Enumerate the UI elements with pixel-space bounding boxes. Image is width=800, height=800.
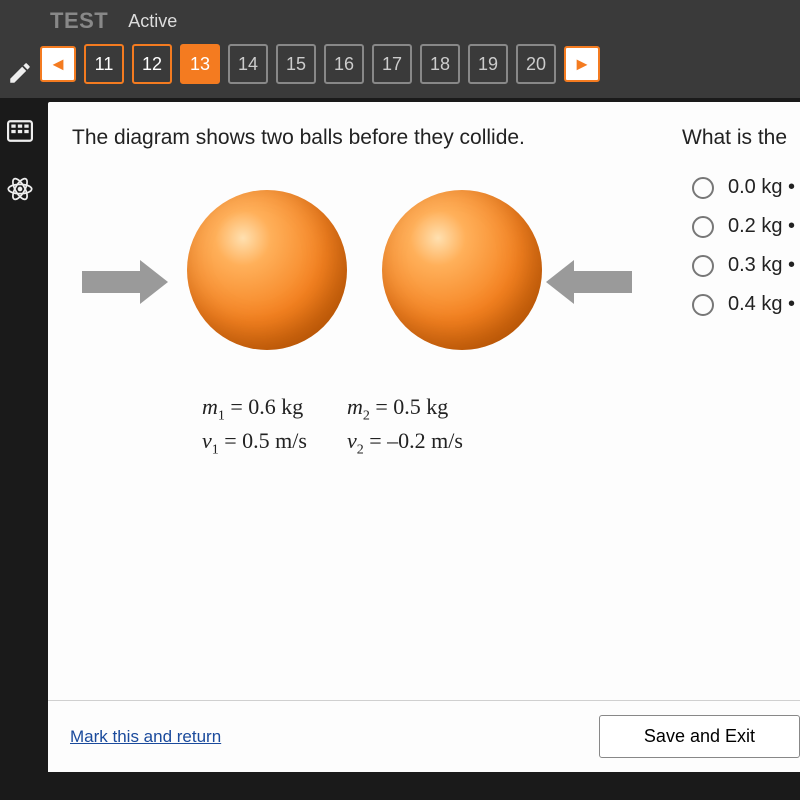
option-3[interactable]: 0.4 kg • m xyxy=(692,293,800,316)
option-0[interactable]: 0.0 kg • xyxy=(692,176,800,199)
prompt-right: What is the xyxy=(682,126,800,150)
header-bar: TEST Active xyxy=(0,0,800,38)
question-number-11[interactable]: 11 xyxy=(84,44,124,84)
radio-icon xyxy=(692,177,714,199)
status-label: Active xyxy=(128,11,177,32)
question-number-17[interactable]: 17 xyxy=(372,44,412,84)
arrow-right-icon xyxy=(82,260,168,304)
question-number-15[interactable]: 15 xyxy=(276,44,316,84)
next-icon: ► xyxy=(573,54,591,75)
question-number-13[interactable]: 13 xyxy=(180,44,220,84)
arrow-left-icon xyxy=(546,260,632,304)
question-nav: ◄ 11121314151617181920 ► xyxy=(0,38,800,98)
equations: m1 = 0.6 kg v1 = 0.5 m/s m2 = 0.5 kg v2 … xyxy=(202,392,652,460)
radio-icon xyxy=(692,294,714,316)
question-number-20[interactable]: 20 xyxy=(516,44,556,84)
mark-return-link[interactable]: Mark this and return xyxy=(70,727,221,747)
question-number-19[interactable]: 19 xyxy=(468,44,508,84)
question-text: The diagram shows two balls before they … xyxy=(72,126,652,150)
question-number-12[interactable]: 12 xyxy=(132,44,172,84)
option-2[interactable]: 0.3 kg • xyxy=(692,254,800,277)
question-number-18[interactable]: 18 xyxy=(420,44,460,84)
option-label: 0.2 kg • xyxy=(728,215,795,238)
option-label: 0.0 kg • xyxy=(728,176,795,199)
card-footer: Mark this and return Save and Exit xyxy=(48,700,800,772)
atom-icon[interactable] xyxy=(5,174,35,204)
question-number-16[interactable]: 16 xyxy=(324,44,364,84)
option-label: 0.3 kg • xyxy=(728,254,795,277)
collision-diagram xyxy=(72,180,632,380)
ball2-values: m2 = 0.5 kg v2 = –0.2 m/s xyxy=(347,392,463,460)
radio-icon xyxy=(692,216,714,238)
radio-icon xyxy=(692,255,714,277)
save-exit-button[interactable]: Save and Exit xyxy=(599,715,800,758)
option-label: 0.4 kg • m xyxy=(728,293,800,316)
answer-options: 0.0 kg • 0.2 kg • 0.3 kg • 0.4 kg • m xyxy=(692,176,800,316)
option-1[interactable]: 0.2 kg • xyxy=(692,215,800,238)
prev-button[interactable]: ◄ xyxy=(40,46,76,82)
calculator-icon[interactable] xyxy=(5,116,35,146)
prev-icon: ◄ xyxy=(49,54,67,75)
question-card: The diagram shows two balls before they … xyxy=(48,102,800,772)
ball1-values: m1 = 0.6 kg v1 = 0.5 m/s xyxy=(202,392,307,460)
pencil-icon[interactable] xyxy=(5,58,35,88)
ball-1 xyxy=(187,190,347,350)
ball-2 xyxy=(382,190,542,350)
test-label: TEST xyxy=(50,8,108,34)
side-toolbar xyxy=(2,58,38,204)
next-button[interactable]: ► xyxy=(564,46,600,82)
question-number-14[interactable]: 14 xyxy=(228,44,268,84)
